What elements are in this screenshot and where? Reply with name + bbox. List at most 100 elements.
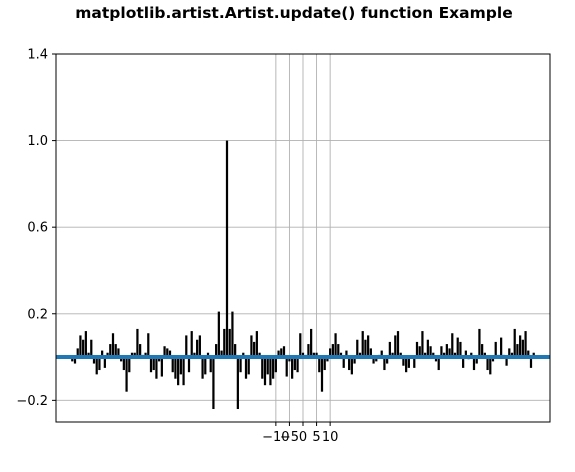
bar [285, 357, 288, 377]
bar [443, 352, 446, 358]
bar [529, 357, 533, 368]
bar [391, 352, 394, 358]
bar [179, 357, 182, 375]
bar [500, 337, 503, 358]
y-tick-label: 0.6 [27, 221, 48, 236]
bar [120, 357, 123, 362]
bar [206, 352, 210, 358]
bar [296, 357, 299, 373]
bar [90, 339, 93, 358]
bar [122, 357, 125, 371]
bar [144, 352, 147, 358]
bar [519, 335, 522, 358]
bar [272, 357, 275, 379]
bar [375, 357, 378, 362]
bar [147, 333, 150, 358]
bar [136, 328, 139, 358]
bar [532, 352, 535, 358]
bar [505, 357, 508, 366]
bar [231, 311, 234, 358]
bar [348, 357, 351, 371]
bar [459, 341, 462, 358]
bar [166, 348, 169, 358]
bar [472, 357, 476, 371]
x-tick-label: 10 [322, 430, 339, 445]
bar [71, 357, 74, 362]
bar [440, 346, 443, 358]
bar [421, 331, 424, 358]
bar [263, 357, 267, 386]
bar [380, 350, 383, 358]
bar [236, 357, 239, 410]
x-tick-label: −5 [280, 430, 299, 445]
bar [163, 346, 166, 358]
bar [187, 357, 191, 373]
bar [407, 357, 410, 368]
bar [274, 357, 277, 373]
bar [464, 350, 467, 358]
bar [177, 357, 180, 386]
bar [383, 357, 386, 371]
bar [220, 350, 223, 358]
bar [130, 352, 134, 358]
bar [361, 331, 364, 358]
bar [190, 331, 193, 358]
bar [339, 352, 343, 358]
bar [345, 350, 348, 358]
bar [483, 352, 486, 358]
bar [277, 350, 280, 358]
chart-title: matplotlib.artist.Artist.update() functi… [75, 4, 512, 22]
bar [196, 339, 199, 358]
bar [432, 352, 435, 358]
y-axis: −0.2 0.2 0.6 1.0 1.4 [16, 48, 56, 409]
bar [386, 357, 389, 364]
grid [56, 54, 550, 422]
bar [475, 357, 478, 364]
bar [491, 357, 495, 362]
bar [261, 357, 264, 379]
bar [481, 344, 484, 358]
bar [353, 357, 356, 364]
bar [244, 357, 248, 379]
bar [223, 328, 226, 358]
bar [350, 357, 353, 375]
bar [426, 339, 429, 358]
bar [396, 331, 400, 358]
bar [478, 328, 481, 358]
bar [106, 352, 109, 358]
y-tick-label: 1.0 [27, 134, 48, 149]
bar [139, 344, 142, 358]
bar [92, 357, 96, 364]
bar [489, 357, 492, 375]
bar [293, 357, 296, 371]
bar [508, 348, 511, 358]
bar [185, 335, 188, 358]
x-tick-label: 0 [299, 430, 307, 445]
bar [342, 357, 345, 368]
bar [204, 357, 207, 375]
bar [152, 357, 155, 371]
bar [453, 352, 457, 358]
bar [258, 352, 261, 358]
bar [318, 357, 321, 373]
bar [234, 344, 237, 358]
bar [182, 357, 185, 386]
bar [413, 357, 416, 368]
bar [266, 357, 269, 375]
bar [117, 348, 120, 358]
bar [334, 333, 337, 358]
bar [253, 341, 256, 358]
bar [247, 357, 250, 375]
y-tick-label: −0.2 [16, 394, 48, 409]
bar [470, 352, 473, 358]
bar [114, 344, 117, 358]
bar [326, 357, 329, 362]
bar [527, 350, 530, 358]
bar [255, 331, 258, 358]
bar [356, 339, 359, 358]
bar [242, 352, 245, 358]
bar [291, 357, 294, 379]
bar [307, 344, 310, 358]
bar [282, 346, 286, 358]
bar [323, 357, 326, 371]
